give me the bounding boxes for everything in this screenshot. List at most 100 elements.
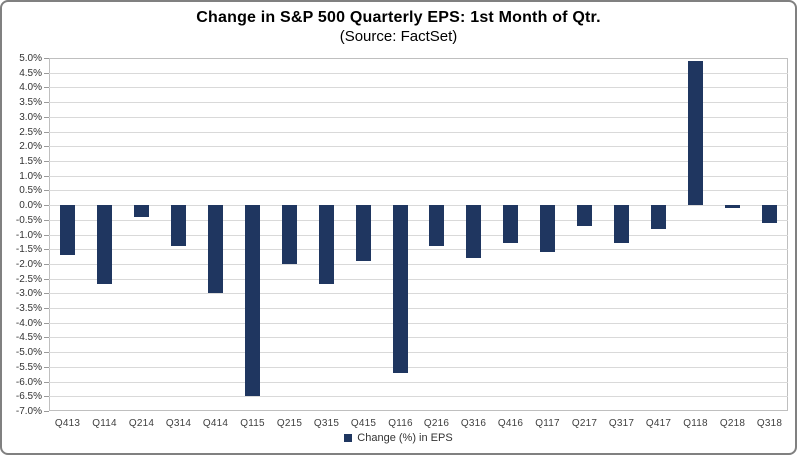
x-axis-label: Q216 [423,418,450,429]
y-axis-label: 1.0% [19,171,42,182]
bar-Q314 [171,205,186,246]
x-axis-label: Q317 [608,418,635,429]
y-axis-tick [44,146,49,147]
bar-Q116 [393,205,408,373]
bar-Q417 [651,205,666,229]
y-axis-label: 2.0% [19,141,42,152]
gridline [49,367,788,368]
bar-Q114 [97,205,112,284]
x-axis-label: Q413 [54,418,81,429]
bar-Q416 [503,205,518,243]
bar-Q117 [540,205,555,252]
bar-Q115 [245,205,260,396]
y-axis-label: -1.0% [15,230,42,241]
x-axis-label: Q316 [460,418,487,429]
y-axis-label: -2.0% [15,259,42,270]
bar-Q415 [356,205,371,261]
gridline [49,264,788,265]
gridline [49,73,788,74]
gridline [49,117,788,118]
y-axis-tick [44,367,49,368]
y-axis-tick [44,308,49,309]
x-axis-label: Q114 [92,418,117,429]
legend-label: Change (%) in EPS [357,432,453,444]
y-axis-label: -5.5% [15,362,42,373]
y-axis-tick [44,176,49,177]
y-axis-label: -4.0% [15,318,42,329]
bar-Q317 [614,205,629,243]
y-axis-label: -0.5% [15,215,42,226]
y-axis-label: 0.5% [19,185,42,196]
chart-title: Change in S&P 500 Quarterly EPS: 1st Mon… [196,9,601,26]
y-axis-label: -2.5% [15,274,42,285]
x-axis-label: Q118 [683,418,708,429]
y-axis-label: 5.0% [19,53,42,64]
y-axis-tick [44,382,49,383]
gridline [49,352,788,353]
x-axis-label: Q314 [165,418,192,429]
x-axis-label: Q117 [535,418,560,429]
gridline [49,205,788,206]
gridline [49,102,788,103]
x-axis-label: Q218 [719,418,746,429]
y-axis-tick [44,264,49,265]
y-axis-tick [44,323,49,324]
x-axis-label: Q414 [202,418,229,429]
y-axis-tick [44,235,49,236]
y-axis-tick [44,220,49,221]
bar-Q217 [577,205,592,226]
x-axis-label: Q214 [128,418,155,429]
y-axis-label: 3.5% [19,97,42,108]
y-axis-tick [44,249,49,250]
y-axis-label: -6.0% [15,377,42,388]
x-axis-label: Q318 [756,418,783,429]
gridline [49,249,788,250]
y-axis-label: -3.0% [15,288,42,299]
bar-Q413 [60,205,75,255]
y-axis-label: 0.0% [19,200,42,211]
x-axis-label: Q215 [276,418,303,429]
y-axis-tick [44,190,49,191]
gridline [49,293,788,294]
gridline [49,161,788,162]
chart-subtitle: (Source: FactSet) [339,28,458,45]
legend: Change (%) in EPS [2,432,795,444]
y-axis-label: 2.5% [19,127,42,138]
gridline [49,220,788,221]
y-axis-label: -7.0% [15,406,42,417]
gridline [49,382,788,383]
y-axis-tick [44,396,49,397]
bar-Q216 [429,205,444,246]
gridline [49,323,788,324]
bar-Q315 [319,205,334,284]
x-axis-label: Q115 [240,418,265,429]
bar-Q215 [282,205,297,264]
y-axis-label: -1.5% [15,244,42,255]
x-axis-label: Q315 [313,418,340,429]
bar-Q318 [762,205,777,223]
y-axis-label: -3.5% [15,303,42,314]
gridline [49,308,788,309]
y-axis-tick [44,132,49,133]
bar-Q214 [134,205,149,217]
y-axis-label: 4.5% [19,68,42,79]
gridline [49,337,788,338]
y-axis-tick [44,337,49,338]
y-axis-tick [44,58,49,59]
x-axis-label: Q416 [497,418,524,429]
y-axis-tick [44,73,49,74]
y-axis-tick [44,87,49,88]
x-axis-label: Q417 [645,418,672,429]
gridline [49,235,788,236]
gridline [49,396,788,397]
y-axis-tick [44,205,49,206]
x-axis-label: Q217 [571,418,598,429]
gridline [49,146,788,147]
y-axis-label: 4.0% [19,82,42,93]
gridline [49,279,788,280]
bar-Q218 [725,205,740,208]
gridline [49,176,788,177]
bar-Q118 [688,61,703,205]
y-axis-label: -5.0% [15,347,42,358]
